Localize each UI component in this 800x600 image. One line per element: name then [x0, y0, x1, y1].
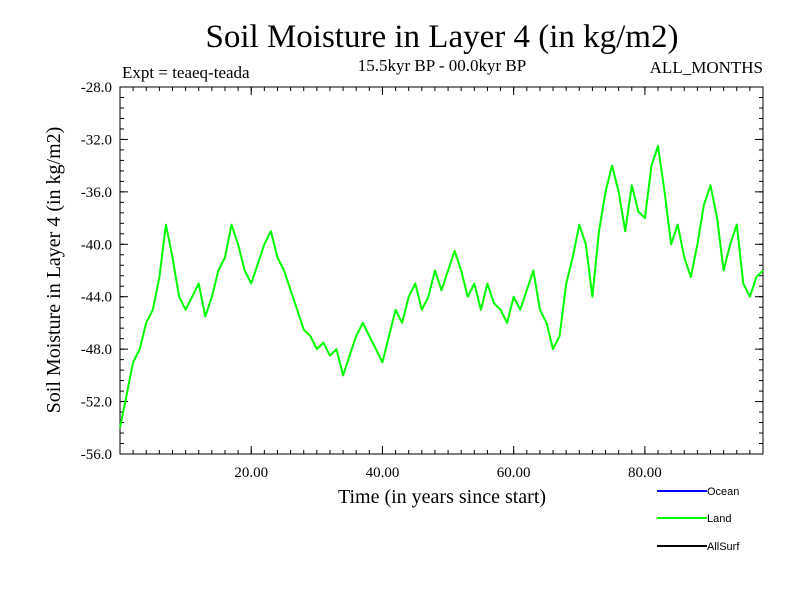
x-tick-label: 60.00 — [497, 465, 531, 481]
x-tick-label: 20.00 — [234, 465, 268, 481]
y-axis-label: Soil Moisture in Layer 4 (in kg/m2) — [43, 127, 65, 414]
y-tick-label: -32.0 — [81, 132, 112, 148]
plot-frame — [119, 86, 764, 455]
y-tick-label: -56.0 — [81, 447, 112, 463]
legend-label-allsurf: AllSurf — [707, 541, 740, 553]
months-label: ALL_MONTHS — [650, 58, 763, 77]
y-tick-label: -40.0 — [81, 237, 112, 253]
series-line-land — [119, 145, 764, 428]
legend: Ocean Land AllSurf — [657, 486, 740, 553]
x-axis-label: Time (in years since start) — [338, 486, 546, 508]
x-tick-label: 80.00 — [628, 465, 662, 481]
period-label: 15.5kyr BP - 00.0kyr BP — [358, 56, 526, 75]
legend-label-land: Land — [707, 513, 731, 525]
legend-label-ocean: Ocean — [707, 486, 739, 498]
series-layer — [119, 145, 764, 428]
y-tick-label: -28.0 — [81, 80, 112, 96]
y-tick-label: -36.0 — [81, 185, 112, 201]
experiment-label: Expt = teaeq-teada — [122, 63, 250, 82]
y-axis: -28.0 -32.0 -36.0 -40.0 -44.0 -48.0 -52.0 -56.0 — [81, 80, 763, 463]
y-tick-label: -44.0 — [81, 290, 112, 306]
y-tick-label: -48.0 — [81, 342, 112, 358]
x-axis: 20.00 40.00 60.00 80.00 — [132, 87, 751, 481]
chart-title: Soil Moisture in Layer 4 (in kg/m2) — [206, 19, 679, 55]
x-tick-label: 40.00 — [366, 465, 400, 481]
y-tick-label: -52.0 — [81, 395, 112, 411]
